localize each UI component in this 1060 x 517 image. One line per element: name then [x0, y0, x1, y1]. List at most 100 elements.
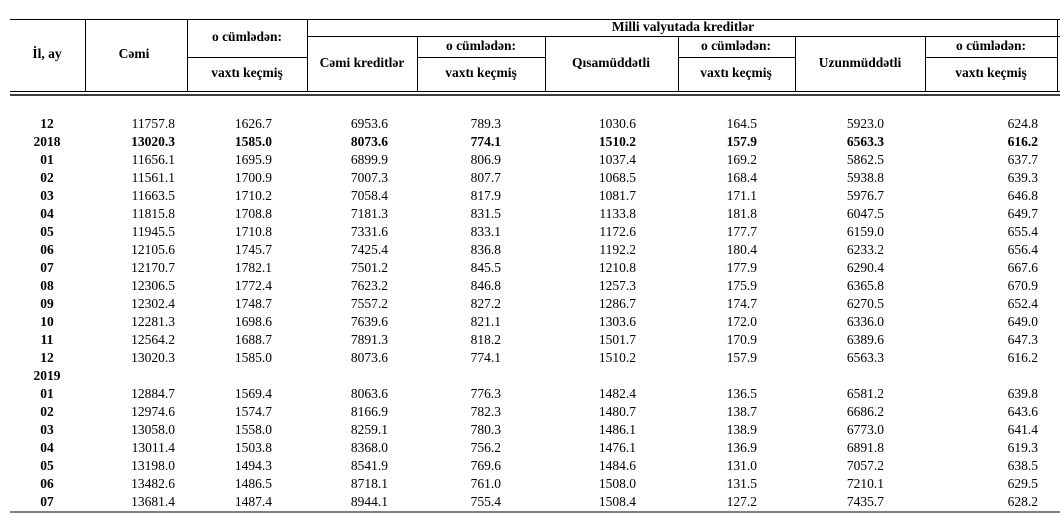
row-label: 12 [40, 350, 54, 365]
cell: 655.4 [1008, 224, 1039, 239]
row-label: 08 [40, 278, 54, 293]
cell: 1508.4 [599, 494, 636, 509]
cell: 136.9 [727, 440, 758, 455]
cell: 656.4 [1008, 242, 1039, 257]
cell: 181.8 [727, 206, 758, 221]
header-cell: Cəmi kreditlər [320, 55, 405, 70]
cell: 157.9 [727, 350, 758, 365]
cell: 1501.7 [599, 332, 636, 347]
cell: 11815.8 [132, 206, 176, 221]
cell: 1708.8 [235, 206, 272, 221]
cell: 8073.6 [351, 134, 388, 149]
cell: 780.3 [471, 422, 502, 437]
cell: 138.7 [727, 404, 758, 419]
row-label: 04 [40, 206, 54, 221]
header-cell: o cümlədən: [701, 38, 771, 53]
cell: 782.3 [471, 404, 502, 419]
cell: 7501.2 [351, 260, 388, 275]
row-label: 12 [40, 116, 54, 131]
cell: 177.9 [727, 260, 758, 275]
cell: 1172.6 [599, 224, 636, 239]
cell: 138.9 [727, 422, 758, 437]
cell: 1782.1 [235, 260, 272, 275]
cell: 11656.1 [132, 152, 175, 167]
header-cell: vaxtı keçmiş [955, 65, 1027, 80]
cell: 1210.8 [599, 260, 636, 275]
cell: 13058.0 [131, 422, 175, 437]
cell: 6233.2 [847, 242, 884, 257]
cell: 7057.2 [847, 458, 884, 473]
row-label: 07 [40, 494, 54, 509]
cell: 12884.7 [131, 386, 175, 401]
cell: 171.1 [727, 188, 757, 203]
cell: 1510.2 [599, 350, 636, 365]
cell: 1494.3 [235, 458, 272, 473]
cell: 789.3 [471, 116, 502, 131]
cell: 616.2 [1008, 350, 1038, 365]
row-label: 09 [40, 296, 54, 311]
header-cell: Cəmi [119, 46, 150, 61]
cell: 1482.4 [599, 386, 636, 401]
cell: 1068.5 [599, 170, 636, 185]
cell: 175.9 [727, 278, 758, 293]
cell: 1487.4 [235, 494, 272, 509]
cell: 1585.0 [235, 350, 272, 365]
cell: 177.7 [727, 224, 758, 239]
cell: 11663.5 [132, 188, 176, 203]
cell: 1486.1 [599, 422, 636, 437]
cell: 7639.6 [351, 314, 388, 329]
cell: 1700.9 [235, 170, 272, 185]
cell: 6389.6 [847, 332, 884, 347]
header-cell: İl, ay [32, 46, 62, 61]
cell: 1510.2 [599, 134, 636, 149]
cell: 5976.7 [847, 188, 884, 203]
cell: 169.2 [727, 152, 757, 167]
cell: 127.2 [727, 494, 757, 509]
cell: 637.7 [1008, 152, 1039, 167]
cell: 649.0 [1008, 314, 1039, 329]
row-label: 04 [40, 440, 54, 455]
cell: 1710.2 [235, 188, 272, 203]
cell: 774.1 [471, 350, 501, 365]
cell: 1698.6 [235, 314, 272, 329]
cell: 821.1 [471, 314, 501, 329]
cell: 12170.7 [131, 260, 175, 275]
cell: 667.6 [1008, 260, 1039, 275]
cell: 831.5 [471, 206, 502, 221]
cell: 168.4 [727, 170, 758, 185]
cell: 818.2 [471, 332, 501, 347]
cell: 1710.8 [235, 224, 272, 239]
cell: 7623.2 [351, 278, 388, 293]
cell: 641.4 [1008, 422, 1039, 437]
cell: 639.3 [1008, 170, 1039, 185]
cell: 769.6 [471, 458, 502, 473]
cell: 8259.1 [351, 422, 388, 437]
cell: 806.9 [471, 152, 502, 167]
cell: 1192.2 [599, 242, 636, 257]
cell: 12302.4 [131, 296, 175, 311]
header-cell: vaxtı keçmiş [445, 65, 517, 80]
cell: 5923.0 [847, 116, 884, 131]
cell: 8063.6 [351, 386, 388, 401]
row-label: 07 [40, 260, 54, 275]
row-label: 05 [40, 458, 54, 473]
cell: 131.5 [727, 476, 758, 491]
cell: 12564.2 [131, 332, 175, 347]
cell: 5938.8 [847, 170, 884, 185]
cell: 6891.8 [847, 440, 884, 455]
cell: 1286.7 [599, 296, 636, 311]
cell: 157.9 [727, 134, 758, 149]
cell: 13198.0 [131, 458, 175, 473]
cell: 180.4 [727, 242, 758, 257]
cell: 1695.9 [235, 152, 272, 167]
cell: 6563.3 [847, 134, 884, 149]
cell: 131.0 [727, 458, 758, 473]
cell: 6899.9 [351, 152, 388, 167]
cell: 1574.7 [235, 404, 272, 419]
cell: 164.5 [727, 116, 758, 131]
cell: 646.8 [1008, 188, 1039, 203]
header-cell: o cümlədən: [446, 38, 516, 53]
row-label: 03 [40, 188, 54, 203]
cell: 8368.0 [351, 440, 388, 455]
cell: 13020.3 [131, 134, 175, 149]
